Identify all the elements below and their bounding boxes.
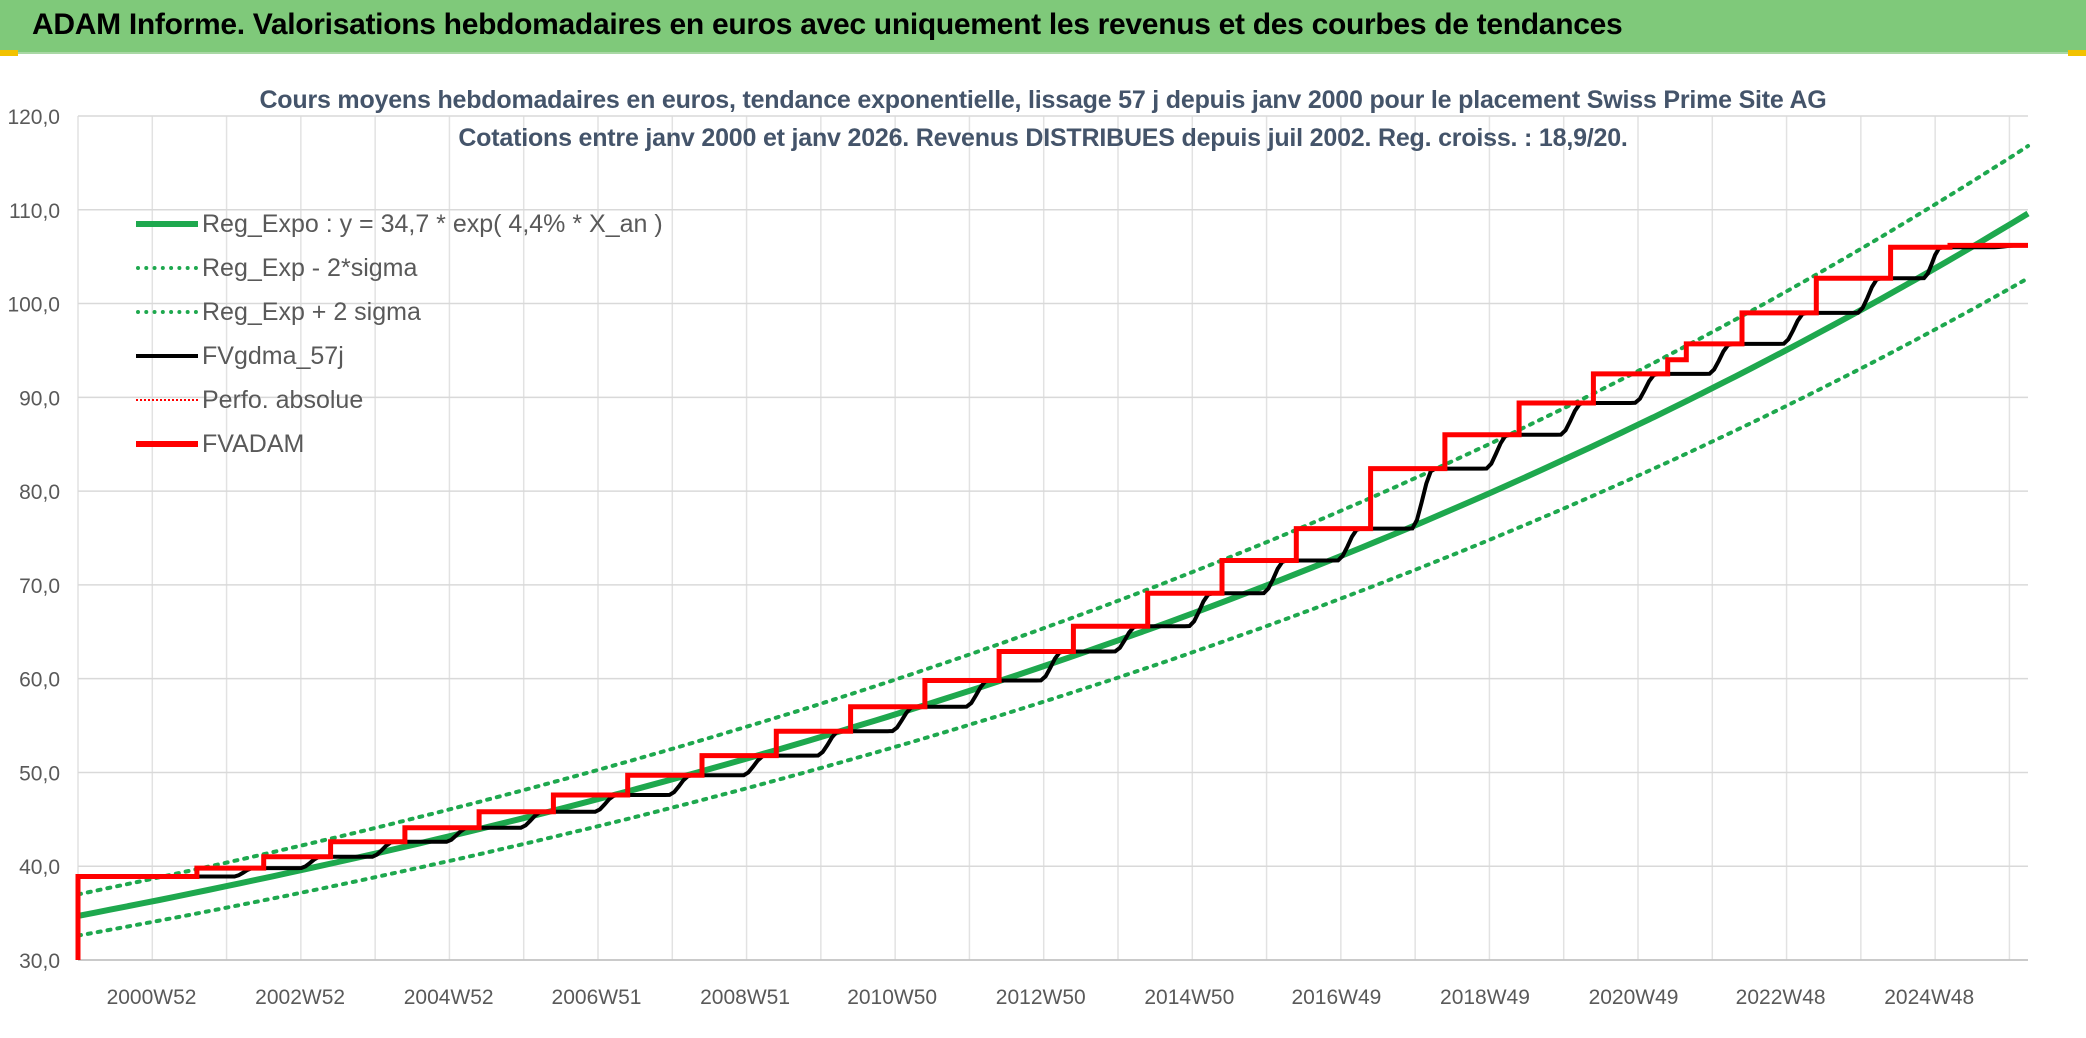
legend-swatch-reg-expo [136,218,198,230]
report-title: ADAM Informe. Valorisations hebdomadaire… [32,8,1623,41]
y-tick-label: 40,0 [19,856,60,879]
x-tick-label: 2004W52 [404,986,494,1009]
legend-swatch-fvgdma [136,350,198,362]
x-tick-label: 2006W51 [552,986,642,1009]
report-banner: ADAM Informe. Valorisations hebdomadaire… [0,0,2086,54]
x-tick-label: 2014W50 [1144,986,1234,1009]
legend-label-perfo: Perfo. absolue [202,385,364,414]
legend-item-perfo: Perfo. absolue [136,378,663,422]
chart-legend: Reg_Expo : y = 34,7 * exp( 4,4% * X_an )… [136,202,663,466]
y-tick-label: 60,0 [19,669,60,692]
series-reg-exp-minus-line [76,276,2030,938]
legend-swatch-fvadam [136,438,198,450]
x-tick-label: 2008W51 [700,986,790,1009]
x-tick-label: 2024W48 [1884,986,1974,1009]
x-tick-label: 2022W48 [1736,986,1826,1009]
y-tick-label: 50,0 [19,762,60,785]
legend-swatch-reg-exp-plus [136,306,198,318]
corner-mark-left [0,50,18,56]
legend-swatch-perfo [136,394,198,406]
series-reg-exp-plus-line [76,144,2030,897]
legend-item-fvgdma: FVgdma_57j [136,334,663,378]
legend-swatch-reg-exp-minus [136,262,198,274]
legend-item-fvadam: FVADAM [136,422,663,466]
y-tick-label: 30,0 [19,950,60,973]
y-tick-label: 110,0 [9,200,60,223]
chart-title: Cours moyens hebdomadaires en euros, ten… [259,86,1827,114]
legend-label-reg-expo: Reg_Expo : y = 34,7 * exp( 4,4% * X_an ) [202,209,663,238]
y-tick-label: 100,0 [7,294,60,317]
x-tick-label: 2016W49 [1291,986,1381,1009]
legend-item-reg-expo: Reg_Expo : y = 34,7 * exp( 4,4% * X_an ) [136,202,663,246]
legend-item-reg-exp-plus: Reg_Exp + 2 sigma [136,290,663,334]
x-tick-label: 2000W52 [107,986,197,1009]
corner-mark-right [2068,50,2086,56]
series-fvadam-line [75,242,2028,960]
x-tick-label: 2018W49 [1440,986,1530,1009]
chart-canvas: 30,0 40,0 50,0 60,0 70,0 80,0 90,0 100,0 110,0 12… [7,106,2030,1009]
legend-label-fvgdma: FVgdma_57j [202,341,344,370]
legend-label-reg-exp-plus: Reg_Exp + 2 sigma [202,297,421,326]
legend-label-fvadam: FVADAM [202,429,305,458]
y-tick-label: 70,0 [19,575,60,598]
x-tick-label: 2010W50 [847,986,937,1009]
y-tick-label: 120,0 [7,106,60,129]
chart: 30,0 40,0 50,0 60,0 70,0 80,0 90,0 100,0 110,0 12… [0,56,2086,1038]
y-tick-label: 80,0 [19,481,60,504]
legend-label-reg-exp-minus: Reg_Exp - 2*sigma [202,253,418,282]
x-tick-label: 2020W49 [1589,986,1679,1009]
y-tick-label: 90,0 [19,387,60,410]
legend-item-reg-exp-minus: Reg_Exp - 2*sigma [136,246,663,290]
x-tick-label: 2012W50 [996,986,1086,1009]
chart-subtitle: Cotations entre janv 2000 et janv 2026. … [458,124,1628,152]
x-tick-label: 2002W52 [255,986,345,1009]
